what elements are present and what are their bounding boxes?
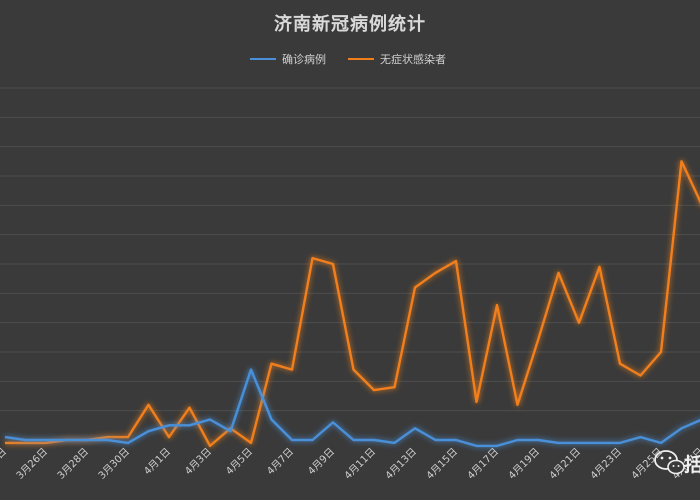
legend-label-confirmed: 确诊病例 [282,53,326,66]
watermark-text: 括 [684,454,700,476]
legend-swatch-asymptomatic [348,58,374,60]
legend-swatch-confirmed [250,58,276,60]
x-tick-label: 4月3日 [182,446,214,478]
x-tick-label: 4月11日 [342,446,378,482]
wechat-icon [654,450,685,475]
x-tick-label: 4月19日 [506,446,542,482]
x-tick-labels: 3月24日 3月26日 3月28日 3月30日 4月1日 4月3日 4月5日 4月7日 4月9日… [0,446,700,482]
x-tick-label: 4月21日 [547,446,583,482]
x-tick-label: 3月24日 [0,446,9,482]
x-tick-label: 4月15日 [424,446,460,482]
series-lines [4,160,700,448]
x-tick-label: 4月9日 [305,446,337,478]
x-tick-label: 4月23日 [588,446,624,482]
x-tick-label: 3月30日 [96,446,132,482]
series-line-confirmed [4,368,700,448]
x-tick-label: 4月1日 [141,446,173,478]
x-tick-label: 4月13日 [383,446,419,482]
x-tick-label: 3月26日 [14,446,50,482]
grid-lines [0,87,700,412]
legend-item-confirmed: 确诊病例 [250,51,326,67]
series-line-asymptomatic [5,160,700,448]
x-tick-label: 4月7日 [264,446,296,478]
x-tick-label: 3月28日 [55,446,91,482]
chart-legend: 确诊病例 无症状感染者 [250,51,468,67]
x-tick-label: 4月17日 [465,446,501,482]
chart-title: 济南新冠病例统计 [274,14,426,35]
x-tick-label: 4月5日 [223,446,255,478]
legend-item-asymptomatic: 无症状感染者 [348,51,446,67]
legend-label-asymptomatic: 无症状感染者 [380,53,446,66]
